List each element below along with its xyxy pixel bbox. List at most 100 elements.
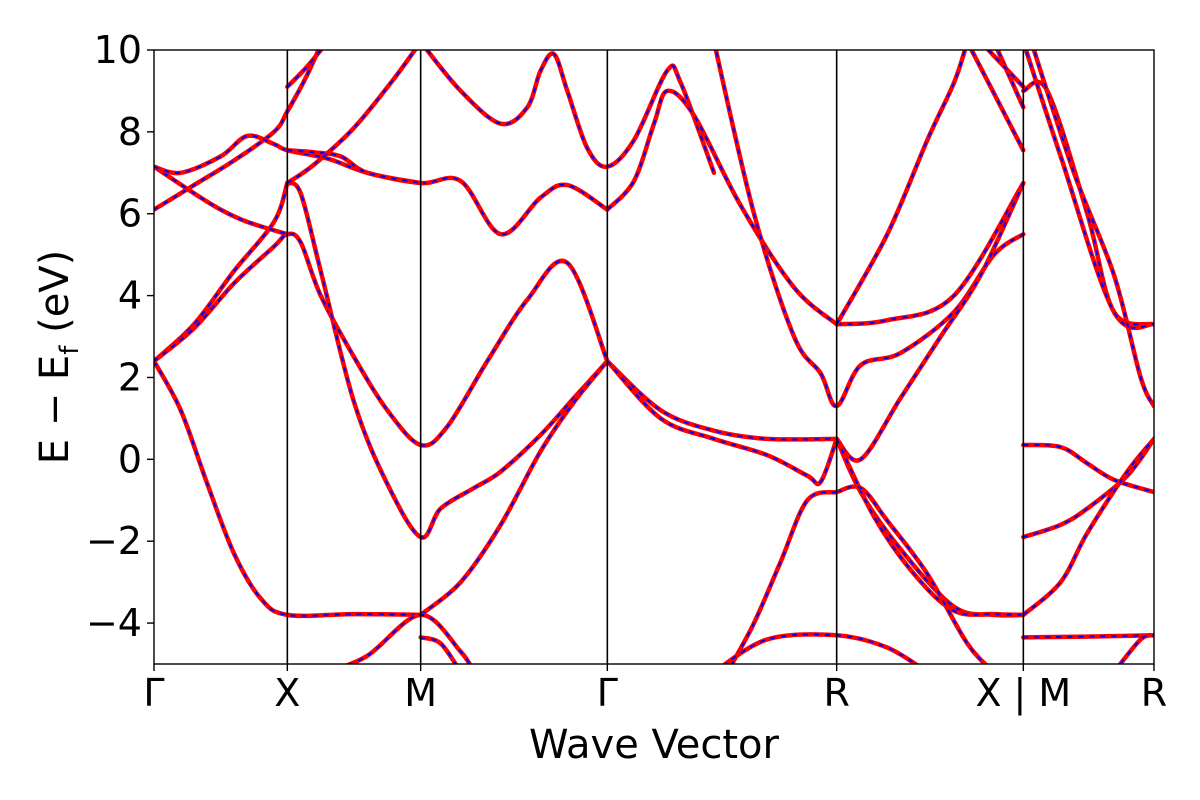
plot-frame bbox=[153, 49, 1155, 665]
band-line-solid bbox=[285, 180, 610, 540]
x-tick-label: M bbox=[404, 671, 437, 715]
band-line-dashed bbox=[1119, 634, 1154, 664]
y-tick-label: 8 bbox=[118, 110, 142, 154]
band-line-solid bbox=[834, 50, 968, 327]
band-18 bbox=[834, 180, 1026, 463]
band-3 bbox=[154, 231, 610, 448]
band-line-solid bbox=[1117, 633, 1154, 664]
band-25 bbox=[1021, 442, 1154, 495]
y-tick-label: −2 bbox=[86, 519, 142, 563]
band-line-dashed bbox=[835, 182, 1025, 462]
y-axis-title: E − Ef (eV) bbox=[32, 250, 85, 465]
x-tick-label: R bbox=[1141, 671, 1167, 715]
x-tick-label: Γ bbox=[597, 671, 618, 715]
band-9 bbox=[285, 148, 423, 186]
band-line-dashed bbox=[1023, 634, 1154, 639]
band-23 bbox=[729, 489, 839, 664]
y-tick-label: −4 bbox=[86, 601, 142, 645]
band-line-dashed bbox=[420, 636, 457, 664]
band-line-solid bbox=[605, 358, 839, 487]
band-6 bbox=[154, 50, 321, 212]
band-7 bbox=[154, 164, 290, 237]
band-line-solid bbox=[154, 133, 610, 237]
band-line-dashed bbox=[714, 50, 1024, 408]
band-line-solid bbox=[424, 50, 717, 176]
band-line-dashed bbox=[154, 360, 421, 617]
band-22 bbox=[834, 484, 989, 664]
band-line-dashed bbox=[1023, 443, 1154, 494]
band-line-solid bbox=[154, 164, 290, 237]
band-line-solid bbox=[834, 436, 1026, 618]
y-tick-label: 2 bbox=[118, 355, 142, 399]
band-line-solid bbox=[418, 358, 610, 618]
band-35 bbox=[969, 50, 1026, 153]
band-line-solid bbox=[713, 50, 1026, 409]
x-tick-label: X bbox=[274, 671, 300, 715]
band-17 bbox=[834, 180, 1026, 327]
y-axis: −4 −2 0 2 4 6 8 10 bbox=[86, 28, 154, 645]
band-line-dashed bbox=[606, 360, 838, 486]
band-21 bbox=[834, 436, 1026, 618]
y-tick-label: 0 bbox=[118, 437, 142, 481]
band-15 bbox=[605, 358, 839, 487]
band-line-dashed bbox=[154, 232, 609, 447]
y-axis-title-sub: f bbox=[55, 345, 85, 355]
band-36 bbox=[418, 635, 459, 664]
band-line-dashed bbox=[1024, 50, 1154, 329]
band-12 bbox=[424, 50, 717, 176]
band-line-dashed bbox=[836, 182, 1025, 326]
band-line-solid bbox=[1021, 79, 1154, 327]
band-14 bbox=[605, 358, 839, 442]
band-34 bbox=[985, 50, 1026, 90]
band-line-dashed bbox=[1022, 80, 1154, 326]
band-26 bbox=[1021, 436, 1154, 540]
band-line-solid bbox=[154, 231, 610, 448]
y-tick-label: 4 bbox=[118, 274, 142, 318]
band-line-dashed bbox=[1022, 438, 1154, 539]
band-4 bbox=[285, 180, 610, 540]
band-line-dashed bbox=[286, 182, 609, 539]
y-tick-label: 10 bbox=[94, 28, 142, 72]
band-line-dashed bbox=[154, 134, 608, 236]
y-axis-title-main: E − E bbox=[32, 355, 78, 465]
band-line-dashed bbox=[154, 165, 288, 236]
band-line-dashed bbox=[835, 438, 1024, 616]
band-31 bbox=[1023, 50, 1154, 331]
band-10 bbox=[285, 50, 418, 186]
x-tick-label: X | M bbox=[975, 671, 1071, 716]
x-axis: Γ X M Γ R X | M R bbox=[143, 664, 1167, 716]
band-29 bbox=[1117, 633, 1154, 664]
band-line-dashed bbox=[1022, 438, 1154, 616]
band-32 bbox=[1031, 50, 1154, 409]
band-line-dashed bbox=[425, 50, 715, 174]
band-line-dashed bbox=[606, 360, 837, 441]
band-5 bbox=[418, 358, 610, 618]
band-27 bbox=[1021, 436, 1154, 618]
band-line-dashed bbox=[1032, 50, 1154, 407]
band-28 bbox=[1021, 633, 1154, 640]
band-16 bbox=[713, 50, 1026, 409]
band-line-dashed bbox=[287, 149, 421, 184]
x-axis-title: Wave Vector bbox=[529, 722, 780, 768]
high-symmetry-lines bbox=[286, 50, 1025, 664]
y-axis-title-unit: (eV) bbox=[32, 250, 78, 346]
band-30 bbox=[1021, 79, 1154, 327]
band-line-solid bbox=[285, 50, 324, 90]
band-19 bbox=[834, 50, 968, 327]
band-line-dashed bbox=[836, 485, 987, 664]
band-line-dashed bbox=[154, 50, 320, 211]
band-line-dashed bbox=[286, 50, 417, 184]
band-line-solid bbox=[729, 489, 839, 664]
band-line-dashed bbox=[835, 50, 966, 325]
y-tick-label: 6 bbox=[118, 192, 142, 236]
band-line-solid bbox=[834, 484, 989, 664]
band-lines bbox=[154, 50, 1154, 664]
band-11 bbox=[285, 50, 324, 90]
band-1 bbox=[154, 358, 423, 619]
band-8 bbox=[154, 133, 610, 237]
band-line-dashed bbox=[970, 50, 1025, 151]
band-13 bbox=[605, 88, 839, 327]
band-line-solid bbox=[605, 88, 839, 327]
x-tick-label: Γ bbox=[143, 671, 164, 715]
